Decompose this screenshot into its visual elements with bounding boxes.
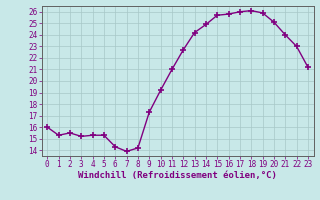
X-axis label: Windchill (Refroidissement éolien,°C): Windchill (Refroidissement éolien,°C) (78, 171, 277, 180)
